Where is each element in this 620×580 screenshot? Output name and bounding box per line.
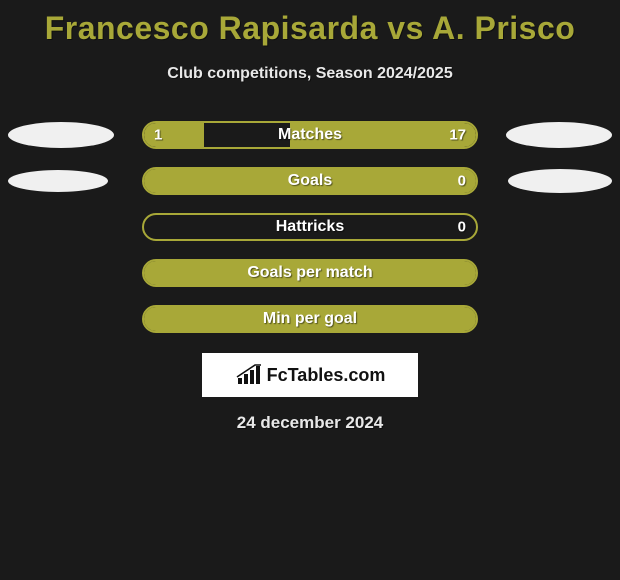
comparison-row: 0Goals	[0, 167, 620, 195]
stat-label: Matches	[144, 126, 476, 144]
page-title: Francesco Rapisarda vs A. Prisco	[0, 0, 620, 47]
logo-box: FcTables.com	[202, 353, 418, 397]
player-left-ellipse	[8, 170, 108, 192]
stat-bar: Goals per match	[142, 259, 478, 287]
stat-label: Goals	[144, 172, 476, 190]
comparison-row: 117Matches	[0, 121, 620, 149]
stat-bar: Min per goal	[142, 305, 478, 333]
player-right-ellipse	[508, 169, 612, 193]
logo-text: FcTables.com	[267, 365, 386, 386]
page-subtitle: Club competitions, Season 2024/2025	[0, 65, 620, 83]
stat-label: Goals per match	[144, 264, 476, 282]
player-right-ellipse	[506, 122, 612, 148]
comparison-row: Goals per match	[0, 259, 620, 287]
comparison-row: 0Hattricks	[0, 213, 620, 241]
comparison-row: Min per goal	[0, 305, 620, 333]
stat-label: Min per goal	[144, 310, 476, 328]
chart-icon	[235, 364, 263, 386]
comparison-rows: 117Matches 0Goals 0Hattricks Goals per matc…	[0, 121, 620, 333]
stat-bar: 0Hattricks	[142, 213, 478, 241]
stat-label: Hattricks	[144, 218, 476, 236]
footer-date: 24 december 2024	[0, 413, 620, 433]
stat-bar: 117Matches	[142, 121, 478, 149]
stat-bar: 0Goals	[142, 167, 478, 195]
player-left-ellipse	[8, 122, 114, 148]
